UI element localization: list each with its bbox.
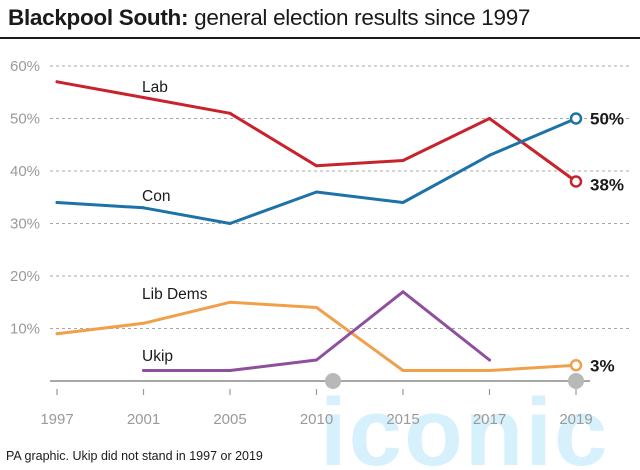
y-tick-label: 40% <box>10 163 40 180</box>
axis-marker-dot <box>568 373 584 389</box>
data-point-lib-dems <box>142 321 145 325</box>
data-point-ukip <box>142 369 145 372</box>
data-point-lib-dems <box>401 369 405 372</box>
data-point-lab <box>55 80 59 84</box>
data-point-lab <box>488 117 491 120</box>
data-point-lib-dems <box>228 300 232 304</box>
x-tick-label: 2017 <box>473 411 506 428</box>
x-tick-label: 2019 <box>559 411 592 428</box>
series-label-ukip: Ukip <box>142 348 173 365</box>
data-point-con <box>55 201 59 204</box>
data-point-lib-dems <box>315 306 318 309</box>
data-point-ukip <box>315 358 318 362</box>
data-point-end-lib-dems <box>569 359 583 372</box>
footnote: PA graphic. Ukip did not stand in 1997 o… <box>6 449 263 463</box>
x-tick-label: 1997 <box>40 411 73 428</box>
chart-title-subtitle: general election results since 1997 <box>188 5 531 30</box>
data-point-con <box>228 222 232 225</box>
series-label-con: Con <box>142 188 170 205</box>
data-point-lib-dems <box>55 332 59 336</box>
data-point-ukip <box>488 358 491 362</box>
data-point-con <box>488 153 491 157</box>
x-tick-label: 2010 <box>300 411 333 428</box>
data-point-end-lab <box>569 175 583 188</box>
y-tick-label: 20% <box>10 268 40 285</box>
y-tick-label: 30% <box>10 216 40 233</box>
y-tick-label: 60% <box>10 58 40 75</box>
data-point-lib-dems <box>488 369 491 372</box>
data-point-lab <box>142 96 145 99</box>
series-label-lib-dems: Lib Dems <box>142 286 208 303</box>
data-point-lab <box>315 164 318 168</box>
end-value-label-lib-dems: 3% <box>590 356 615 375</box>
chart-title: Blackpool South: general election result… <box>8 4 530 32</box>
axis-marker-dot <box>325 373 341 389</box>
end-value-label-con: 50% <box>590 110 624 129</box>
x-tick-label: 2001 <box>127 411 160 428</box>
series-label-lab: Lab <box>142 79 168 96</box>
y-tick-label: 10% <box>10 321 40 338</box>
x-tick-label: 2015 <box>386 411 419 428</box>
title-rule <box>0 37 640 39</box>
data-point-ukip <box>228 369 232 372</box>
data-point-end-con <box>569 112 583 125</box>
watermark-text: iconic <box>320 379 609 470</box>
data-point-con <box>401 201 405 204</box>
x-tick-label: 2005 <box>213 411 246 428</box>
data-point-con <box>142 206 145 210</box>
y-tick-label: 50% <box>10 111 40 128</box>
data-point-ukip <box>401 290 405 294</box>
end-value-label-lab: 38% <box>590 176 624 195</box>
data-point-lab <box>401 159 405 162</box>
data-point-lab <box>228 111 232 115</box>
data-point-con <box>315 190 318 194</box>
chart-title-place: Blackpool South: <box>8 5 189 30</box>
